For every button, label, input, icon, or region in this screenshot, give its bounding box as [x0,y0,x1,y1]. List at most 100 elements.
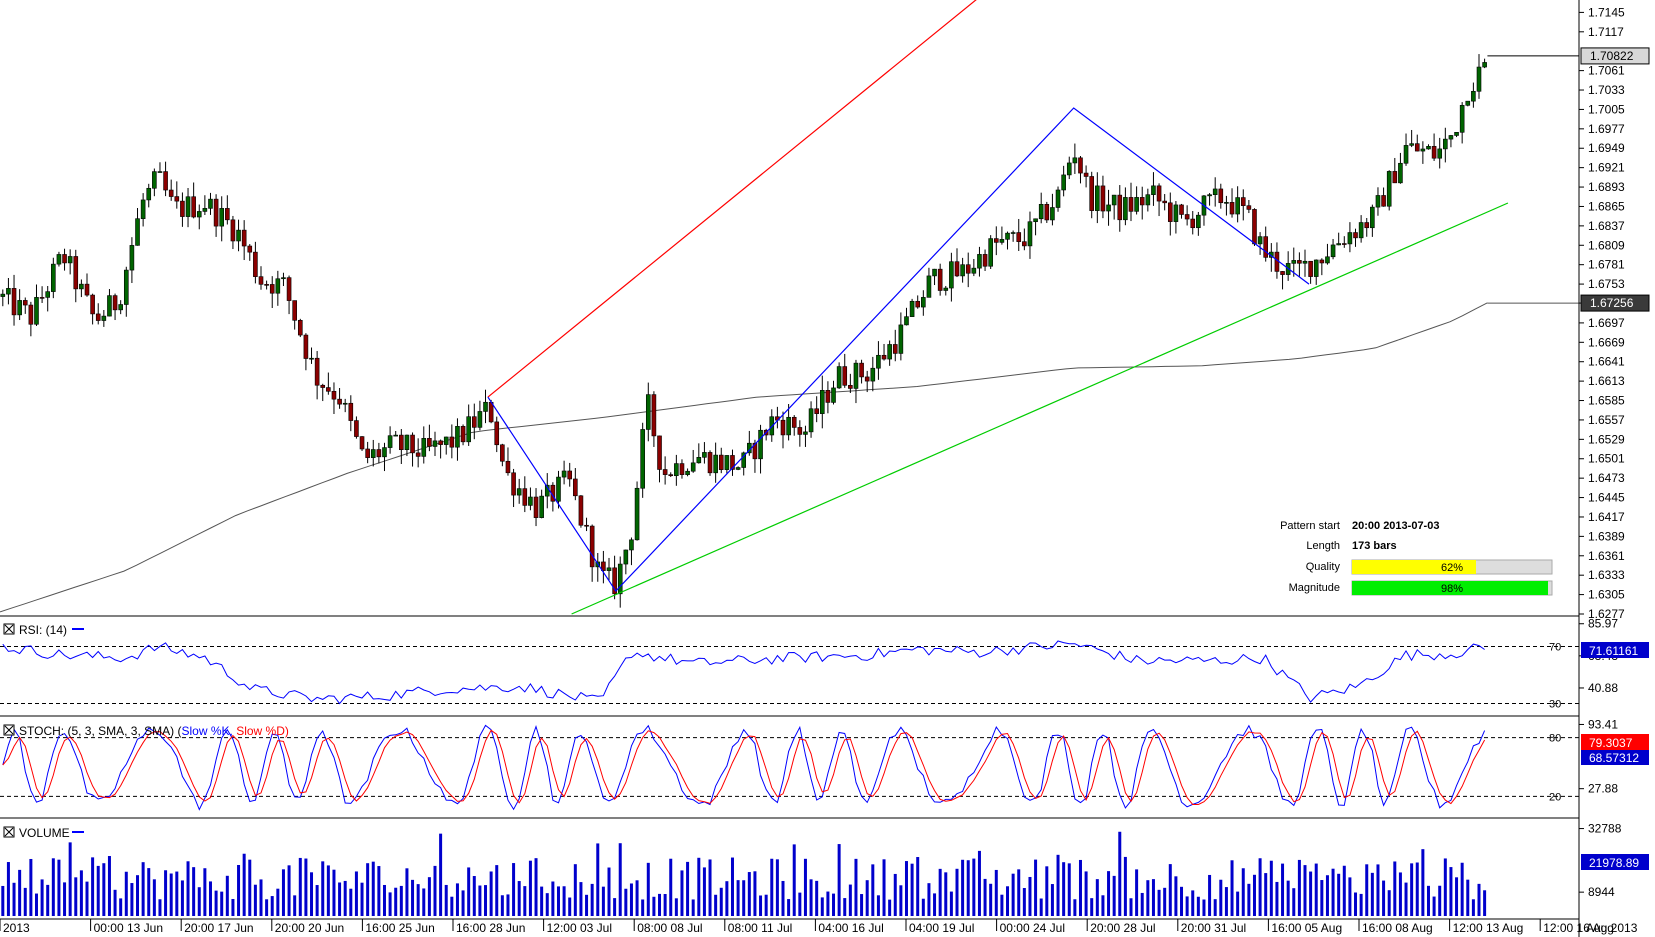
volume-bar [1039,898,1043,916]
current-price-marker: 1.70822 [1487,47,1650,65]
candle-body [612,567,617,595]
candle [516,478,522,504]
volume-bar [1421,849,1425,916]
candle [803,425,808,447]
candle-body [1297,260,1302,264]
volume-bar [1376,864,1380,916]
candle [146,183,152,208]
volume-bar [85,881,89,916]
candle-body [359,436,365,450]
candle-body [674,463,679,477]
volume-bar [1017,869,1021,916]
candle [1123,187,1128,226]
candle-body [432,440,438,447]
candle-body [1123,197,1128,221]
candle [118,300,123,315]
candle-body [483,401,488,412]
candle [432,431,438,457]
volume-bar [1185,896,1189,916]
candle-body [1246,205,1252,210]
candle-body [1409,143,1414,146]
candle-body [528,496,533,506]
candle-body [1263,236,1269,258]
candle-body [140,199,146,219]
candle-body [1252,209,1257,245]
candle [331,382,337,415]
volume-bar [124,871,128,916]
candle [1246,199,1252,214]
volume-bar [764,894,768,916]
candle [898,312,904,361]
volume-bar [399,885,403,916]
candle [73,249,79,303]
price-tick-label: 1.6781 [1588,258,1625,272]
volume-bar [51,858,55,916]
candle-body [455,426,460,448]
candle-body [937,268,943,291]
volume-bar [691,899,695,916]
volume-bar [927,883,931,916]
volume-bar [702,867,706,916]
candle-body [22,300,28,306]
price-tick-label: 1.6585 [1588,394,1625,408]
time-tick-label: Aug 2013 [1586,921,1638,935]
volume-bar [573,864,577,916]
candle-body [915,300,921,308]
candle-body [651,394,657,437]
candle-body [685,470,690,475]
volume-bar [259,879,263,916]
price-tick-label: 1.7117 [1588,25,1624,39]
volume-bar [854,858,858,916]
candle-body [1128,197,1134,212]
price-tick-label: 1.6277 [1588,607,1625,621]
candle [612,555,617,600]
candle [853,359,859,404]
volume-bar [646,862,650,916]
volume-bar [1449,867,1453,916]
time-tick-label: 16:00 05 Aug [1271,921,1342,935]
candle [1100,175,1106,219]
volume-bar [405,868,409,916]
candle [309,347,314,364]
volume-bar [63,882,67,916]
volume-bar [102,863,106,916]
candle [690,449,696,473]
candle [965,252,971,288]
volume-bar [1466,879,1470,916]
volume-bar [1275,881,1279,916]
pattern-start-label: Pattern start [1280,520,1340,532]
candle [657,435,662,483]
candle [904,307,909,326]
candle-body [56,254,62,265]
candle-body [887,344,892,360]
volume-bar [523,886,527,916]
candle-body [112,295,118,311]
volume-current-box [1581,854,1649,870]
candle-body [1083,172,1089,177]
candle [932,268,937,286]
candle-body [1403,145,1409,164]
volume-bar [534,858,538,916]
volume-bar [34,893,38,916]
volume-bar [1196,896,1200,916]
volume-bar [6,862,10,916]
candle-body [387,435,393,448]
volume-bar [949,891,953,916]
candle [354,416,359,439]
candle-body [421,438,427,457]
volume-bar [237,864,241,916]
volume-bar [1258,858,1262,916]
volume-bar [1146,880,1150,916]
volume-bar [158,899,162,916]
candle [219,196,225,242]
channel-layer [487,0,1509,615]
candle [438,439,443,459]
candle [1414,134,1420,152]
candle [387,426,393,454]
candle [1005,231,1010,250]
volume-bar [781,880,785,916]
candle-body [1448,135,1454,140]
candle [1358,215,1364,243]
candle-body [1190,218,1196,229]
candle [0,289,6,307]
